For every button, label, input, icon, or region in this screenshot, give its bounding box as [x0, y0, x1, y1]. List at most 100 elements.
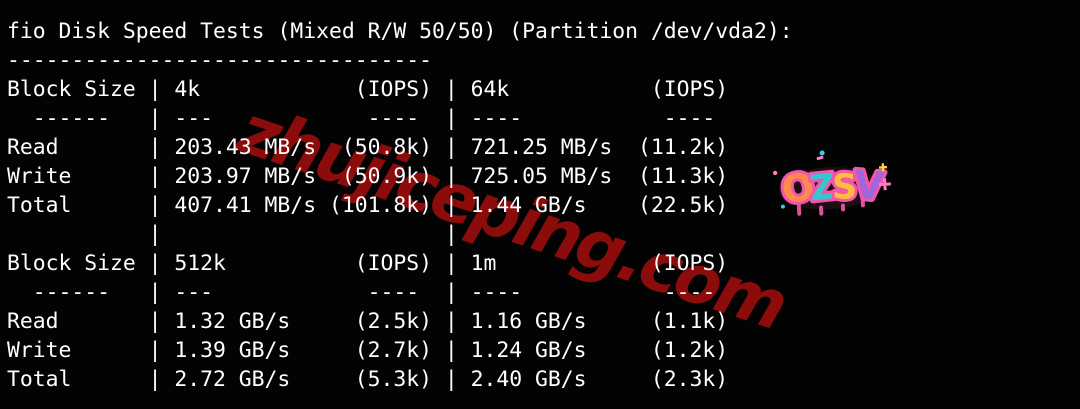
row-label: Read: [7, 135, 59, 160]
dash-rule: ----: [663, 280, 716, 305]
row-label: Read: [7, 309, 59, 334]
dash-rule: ------: [32, 280, 111, 305]
pipe-separator: |: [444, 193, 458, 218]
sparkle-cross-icon: [878, 178, 891, 191]
table-row-read: Read | 203.43 MB/s (50.8k) | 721.25 MB/s…: [7, 133, 1080, 162]
block-size-64k: 64k: [470, 77, 510, 102]
iops-value: (2.7k): [354, 338, 432, 363]
dash-rule: ---: [174, 106, 214, 131]
pipe-separator: |: [444, 251, 458, 276]
speed-value: 725.05 MB/s: [470, 164, 613, 189]
separator-rule: ---------------------------------: [7, 48, 432, 73]
logo-drip: [860, 198, 865, 208]
fio-separator-line: ---------------------------------: [7, 46, 1080, 75]
dash-rule: ----: [470, 280, 523, 305]
dash-rule: ----: [367, 106, 420, 131]
logo-blob: [779, 167, 879, 210]
sparkle-dot-icon: [819, 150, 825, 156]
iops-value: (50.9k): [341, 164, 432, 189]
pipe-separator: |: [148, 77, 162, 102]
pipe-separator: |: [444, 309, 458, 334]
dash-rule: ------: [32, 106, 111, 131]
pipe-separator: |: [148, 106, 162, 131]
speed-value: 2.72 GB/s: [174, 367, 291, 392]
table-dash-row: ------ | --- ---- | ---- ----: [7, 104, 1080, 133]
speed-value: 1.32 GB/s: [174, 309, 291, 334]
speed-value: 407.41 MB/s: [174, 193, 317, 218]
block-size-header: Block Size: [7, 251, 136, 276]
row-label: Total: [7, 367, 72, 392]
row-label: Write: [7, 164, 72, 189]
table-header-row: Block Size | 512k (IOPS) | 1m (IOPS): [7, 249, 1080, 278]
iops-value: (101.8k): [328, 193, 432, 218]
speed-value: 1.16 GB/s: [470, 309, 587, 334]
pipe-separator: |: [148, 280, 162, 305]
iops-header: (IOPS): [354, 251, 432, 276]
iops-value: (2.5k): [354, 309, 432, 334]
pipe-separator: |: [444, 222, 458, 247]
block-size-512k: 512k: [174, 251, 226, 276]
speed-value: 1.39 GB/s: [174, 338, 291, 363]
pipe-separator: |: [148, 193, 162, 218]
speed-value: 2.40 GB/s: [470, 367, 587, 392]
logo-art: O Z S V: [772, 150, 891, 216]
row-label: Write: [7, 338, 72, 363]
dash-rule: ----: [663, 106, 716, 131]
pipe-separator: |: [148, 222, 162, 247]
dash-rule: ----: [367, 280, 420, 305]
iops-value: (22.5k): [638, 193, 729, 218]
logo-letter-s: S: [832, 168, 857, 208]
sparkle-star-icon: [878, 163, 888, 172]
fio-title-line: fio Disk Speed Tests (Mixed R/W 50/50) (…: [7, 17, 1080, 46]
pipe-separator: |: [148, 367, 162, 392]
ozsv-logo: O Z S V: [772, 150, 891, 216]
speed-value: 203.43 MB/s: [174, 135, 317, 160]
table-row-write: Write | 203.97 MB/s (50.9k) | 725.05 MB/…: [7, 162, 1080, 191]
pipe-separator: |: [148, 338, 162, 363]
table-row-total: Total | 2.72 GB/s (5.3k) | 2.40 GB/s (2.…: [7, 365, 1080, 394]
pipe-separator: |: [148, 164, 162, 189]
table-row-total: Total | 407.41 MB/s (101.8k) | 1.44 GB/s…: [7, 191, 1080, 220]
iops-value: (5.3k): [354, 367, 432, 392]
sparkle-dot-icon: [780, 204, 785, 209]
pipe-separator: |: [444, 164, 458, 189]
pipe-separator: |: [444, 338, 458, 363]
pipe-separator: |: [444, 77, 458, 102]
block-size-4k: 4k: [174, 77, 201, 102]
block-size-header: Block Size: [7, 77, 136, 102]
speed-value: 203.97 MB/s: [174, 164, 317, 189]
pipe-separator: |: [148, 135, 162, 160]
pipe-separator: |: [444, 135, 458, 160]
logo-drip: [819, 205, 824, 216]
iops-value: (11.3k): [638, 164, 729, 189]
logo-z-tick: [816, 155, 824, 160]
speed-value: 1.24 GB/s: [470, 338, 587, 363]
speed-value: 1.44 GB/s: [470, 193, 587, 218]
pipe-separator: |: [444, 106, 458, 131]
iops-value: (11.2k): [638, 135, 729, 160]
pipe-separator: |: [148, 309, 162, 334]
iops-header: (IOPS): [650, 77, 729, 102]
iops-header: (IOPS): [354, 77, 432, 102]
logo-drip: [796, 203, 802, 216]
pipe-separator: |: [444, 367, 458, 392]
speed-value: 721.25 MB/s: [470, 135, 613, 160]
iops-value: (50.8k): [341, 135, 432, 160]
dash-rule: ---: [174, 280, 214, 305]
table-spacer-row: | |: [7, 220, 1080, 249]
row-label: Total: [7, 193, 72, 218]
iops-value: (1.1k): [650, 309, 729, 334]
table-header-row: Block Size | 4k (IOPS) | 64k (IOPS): [7, 75, 1080, 104]
dash-rule: ----: [470, 106, 523, 131]
pipe-separator: |: [444, 280, 458, 305]
terminal-output: fio Disk Speed Tests (Mixed R/W 50/50) (…: [7, 17, 1080, 394]
fio-title: fio Disk Speed Tests (Mixed R/W 50/50) (…: [7, 19, 793, 44]
iops-value: (1.2k): [650, 338, 729, 363]
iops-header: (IOPS): [650, 251, 729, 276]
iops-value: (2.3k): [650, 367, 729, 392]
pipe-separator: |: [148, 251, 162, 276]
table-row-read: Read | 1.32 GB/s (2.5k) | 1.16 GB/s (1.1…: [7, 307, 1080, 336]
table-dash-row: ------ | --- ---- | ---- ----: [7, 278, 1080, 307]
table-row-write: Write | 1.39 GB/s (2.7k) | 1.24 GB/s (1.…: [7, 336, 1080, 365]
